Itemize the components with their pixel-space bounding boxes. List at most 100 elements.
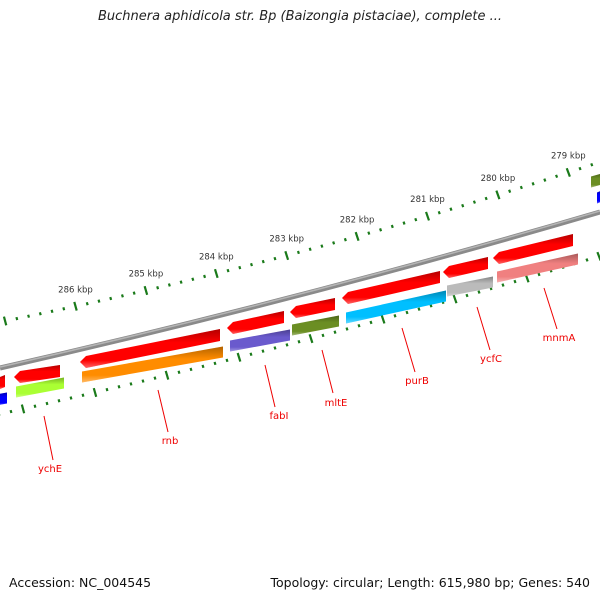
minor-tick bbox=[273, 346, 277, 350]
minor-tick bbox=[141, 379, 145, 383]
cog-feature[interactable] bbox=[230, 329, 290, 352]
cds-feature[interactable] bbox=[227, 311, 284, 334]
cog-feature[interactable] bbox=[346, 290, 446, 324]
minor-tick bbox=[189, 367, 193, 372]
cds-feature-shade bbox=[493, 234, 573, 264]
cds-feature[interactable] bbox=[493, 234, 573, 264]
cds-feature[interactable] bbox=[0, 375, 5, 389]
cog-feature[interactable] bbox=[16, 377, 64, 398]
cog-feature[interactable] bbox=[597, 191, 600, 204]
cds-feature[interactable] bbox=[290, 298, 335, 318]
minor-tick bbox=[226, 268, 230, 273]
minor-tick bbox=[367, 231, 371, 235]
minor-tick bbox=[343, 237, 347, 242]
minor-tick bbox=[537, 272, 541, 277]
minor-tick bbox=[405, 310, 409, 315]
gene-label-mltE[interactable]: mltE bbox=[325, 398, 348, 409]
minor-tick bbox=[555, 174, 559, 179]
cog-feature[interactable] bbox=[497, 253, 578, 283]
gene-label-mnmA[interactable]: mnmA bbox=[543, 333, 576, 344]
major-tick bbox=[236, 352, 242, 362]
minor-tick bbox=[261, 349, 265, 353]
cds-feature[interactable] bbox=[342, 271, 440, 304]
cds-feature-shade bbox=[80, 329, 220, 368]
cog-feature-shade bbox=[230, 329, 290, 352]
cds-feature-shade bbox=[0, 375, 5, 389]
major-tick bbox=[596, 251, 600, 261]
cog-feature[interactable] bbox=[591, 174, 600, 188]
minor-tick bbox=[369, 320, 373, 325]
gene-label-ycfC[interactable]: ycfC bbox=[480, 354, 502, 365]
minor-tick bbox=[81, 393, 85, 397]
minor-tick bbox=[9, 409, 13, 414]
tick-label: 279 kbp bbox=[551, 151, 586, 161]
label-leader-line bbox=[401, 327, 416, 373]
minor-tick bbox=[393, 314, 397, 318]
label-leader-line bbox=[476, 306, 491, 351]
gene-label-ychE[interactable]: ychE bbox=[38, 464, 62, 475]
label-leader-line bbox=[157, 389, 169, 433]
backbone-highlight bbox=[0, 210, 600, 368]
minor-tick bbox=[508, 189, 512, 193]
cds-feature-shade bbox=[14, 365, 60, 383]
minor-tick bbox=[45, 401, 49, 406]
label-leader-line bbox=[321, 349, 334, 394]
minor-tick bbox=[345, 327, 349, 331]
minor-tick bbox=[465, 293, 469, 298]
minor-tick bbox=[414, 217, 418, 222]
minor-tick bbox=[97, 299, 101, 303]
major-tick bbox=[20, 404, 26, 414]
minor-tick bbox=[191, 277, 195, 282]
minor-tick bbox=[129, 382, 133, 386]
cog-feature-shade bbox=[16, 377, 64, 398]
tick-label: 281 kbp bbox=[410, 195, 445, 205]
minor-tick bbox=[156, 285, 160, 290]
cds-feature[interactable] bbox=[80, 329, 220, 368]
minor-tick bbox=[153, 376, 157, 380]
minor-tick bbox=[177, 370, 181, 375]
cog-feature-shade bbox=[0, 392, 7, 405]
minor-tick bbox=[62, 307, 66, 311]
major-tick bbox=[308, 333, 314, 344]
minor-tick bbox=[85, 301, 89, 306]
cog-feature[interactable] bbox=[292, 315, 339, 336]
minor-tick bbox=[519, 185, 523, 190]
minor-tick bbox=[225, 358, 229, 363]
minor-tick bbox=[69, 396, 73, 400]
label-leader-line bbox=[264, 364, 276, 408]
minor-tick bbox=[120, 294, 124, 298]
minor-tick bbox=[590, 162, 594, 167]
cog-feature[interactable] bbox=[0, 392, 7, 406]
label-leader-line bbox=[43, 415, 54, 461]
minor-tick bbox=[321, 333, 325, 338]
topology-info: Topology: circular; Length: 615,980 bp; … bbox=[270, 575, 591, 590]
cds-feature[interactable] bbox=[14, 365, 60, 383]
map-title: Buchnera aphidicola str. Bp (Baizongia p… bbox=[97, 9, 503, 24]
backbone bbox=[0, 209, 600, 371]
minor-tick bbox=[477, 290, 481, 294]
tick-label: 282 kbp bbox=[340, 215, 375, 225]
major-tick bbox=[354, 231, 360, 242]
major-tick bbox=[143, 285, 149, 296]
gene-label-rnb[interactable]: rnb bbox=[162, 436, 179, 447]
cog-feature[interactable] bbox=[447, 276, 493, 297]
tick-label: 285 kbp bbox=[129, 269, 164, 279]
accession: Accession: NC_004545 bbox=[9, 575, 152, 590]
gene-label-purB[interactable]: purB bbox=[405, 376, 429, 387]
minor-tick bbox=[402, 221, 406, 225]
minor-tick bbox=[543, 178, 547, 182]
cds-feature-shade bbox=[342, 271, 440, 304]
minor-tick bbox=[27, 314, 31, 318]
cog-feature[interactable] bbox=[82, 346, 223, 383]
minor-tick bbox=[179, 280, 183, 284]
major-tick bbox=[2, 316, 8, 326]
cog-feature-shade bbox=[292, 315, 339, 336]
minor-tick bbox=[38, 312, 42, 316]
cds-feature[interactable] bbox=[443, 257, 488, 278]
major-tick bbox=[495, 190, 501, 200]
major-tick bbox=[380, 314, 386, 324]
gene-label-fabI[interactable]: fabI bbox=[270, 411, 289, 422]
minor-tick bbox=[201, 364, 205, 369]
